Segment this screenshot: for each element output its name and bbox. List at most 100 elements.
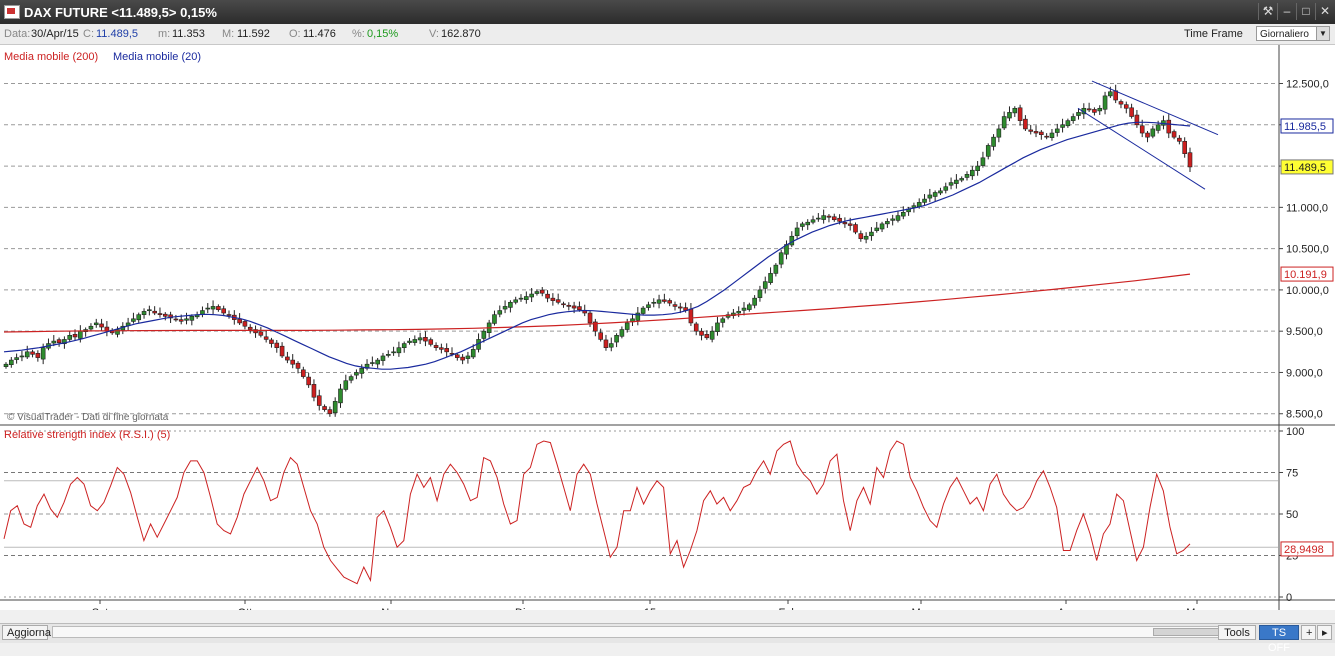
rsi-tick-label: 75 [1286, 468, 1298, 480]
candle-body [847, 223, 853, 226]
candle-body [863, 235, 869, 240]
candle-body [1123, 104, 1129, 109]
tools-button[interactable]: Tools [1218, 625, 1256, 640]
candle-body [35, 353, 41, 358]
timeframe-select[interactable]: Giornaliero ▼ [1256, 26, 1330, 41]
close-button[interactable]: ✕ [1315, 3, 1334, 20]
open-label: O: [289, 28, 301, 40]
candle-body [375, 359, 380, 365]
candle-body [640, 307, 646, 314]
quote-info-bar: Data: 30/Apr/15 C: 11.489,5 m: 11.353 M:… [0, 24, 1335, 45]
chart-area[interactable]: 12.500,012.000,011.500,011.000,010.500,0… [0, 45, 1335, 610]
candle-body [322, 406, 327, 410]
candle-body [1086, 108, 1092, 111]
minimize-button[interactable]: ‒ [1277, 3, 1296, 20]
candle-body [173, 318, 179, 321]
candle-body [147, 309, 152, 312]
candle-body [587, 312, 593, 324]
trendline-lower [1077, 107, 1206, 190]
time-tick-label: 15 [644, 607, 656, 610]
candle-body [1017, 107, 1023, 121]
candle-body [136, 314, 142, 321]
candle-body [704, 334, 710, 339]
candle-body [837, 217, 842, 222]
candle-body [433, 345, 439, 348]
candle-body [338, 388, 343, 404]
candle-body [539, 289, 545, 294]
candle-body [428, 339, 434, 345]
add-button[interactable]: + [1301, 625, 1316, 640]
refresh-button[interactable]: Aggiorna [2, 625, 51, 640]
candle-body [508, 301, 513, 308]
candle-body [810, 219, 816, 223]
candle-body [168, 314, 173, 319]
price-badge [1280, 118, 1334, 134]
next-icon[interactable]: ▸ [1317, 625, 1332, 640]
maximize-button[interactable]: □ [1296, 3, 1315, 20]
candle-body [385, 354, 391, 356]
candle-body [481, 330, 487, 339]
price-chart-svg: 12.500,012.000,011.500,011.000,010.500,0… [0, 45, 1335, 610]
candle-body [444, 348, 449, 353]
time-tick-label: Ott [238, 607, 253, 610]
candle-body [497, 310, 503, 315]
candle-body [1023, 118, 1028, 130]
candle-body [550, 297, 556, 301]
candle-body [518, 297, 524, 300]
candle-body [465, 355, 471, 359]
candle-body [1028, 129, 1034, 132]
candle-body [380, 355, 386, 361]
candle-body [1001, 116, 1007, 129]
candle-body [1129, 107, 1134, 117]
candle-body [1108, 91, 1113, 97]
candle-body [853, 224, 858, 233]
candle-body [1033, 131, 1039, 134]
candle-body [226, 314, 232, 316]
price-badge-label: 11.985,5 [1284, 121, 1326, 133]
candle-body [93, 322, 99, 326]
candle-body [762, 281, 768, 289]
candle-body [72, 334, 78, 338]
candle-body [62, 339, 67, 345]
candle-body [709, 330, 715, 340]
rsi-badge-label: 28,9498 [1284, 544, 1324, 556]
candle-body [608, 343, 614, 348]
candle-body [370, 362, 375, 364]
candle-body [693, 323, 699, 332]
price-tick-label: 8.500,0 [1286, 409, 1323, 421]
candle-body [715, 322, 720, 332]
candle-body [88, 325, 94, 330]
candle-body [778, 252, 784, 265]
candle-body [247, 326, 253, 330]
candle-body [593, 321, 598, 332]
timeframe-value: Giornaliero [1260, 29, 1309, 40]
candle-body [922, 198, 927, 203]
candle-body [1007, 112, 1012, 119]
candle-body [545, 293, 550, 299]
candle-body [115, 329, 120, 335]
ma200-line [3, 273, 1191, 333]
max-value: 11.592 [237, 28, 270, 40]
scrollbar-thumb[interactable] [1153, 628, 1223, 636]
candle-body [1171, 131, 1177, 138]
candle-body [327, 409, 333, 415]
rsi-tick-label: 50 [1286, 509, 1298, 521]
candle-body [417, 337, 423, 341]
candle-body [162, 313, 168, 317]
candle-body [555, 299, 561, 303]
candle-body [571, 305, 577, 309]
trendline-upper [1091, 80, 1219, 136]
rsi-badge [1280, 541, 1334, 557]
legend-ma200: Media mobile (200) [4, 51, 98, 63]
candle-body [874, 227, 880, 231]
tools-icon[interactable]: ⚒ [1258, 3, 1277, 20]
candle-body [205, 307, 211, 310]
ts-toggle-button[interactable]: TS OFF [1259, 625, 1299, 654]
time-tick-label: Mar [912, 607, 931, 610]
candle-body [1139, 125, 1145, 134]
candle-body [842, 222, 848, 225]
candle-body [964, 174, 970, 178]
candle-body [826, 215, 832, 218]
time-scrollbar[interactable] [52, 626, 1240, 638]
candle-body [78, 330, 83, 339]
